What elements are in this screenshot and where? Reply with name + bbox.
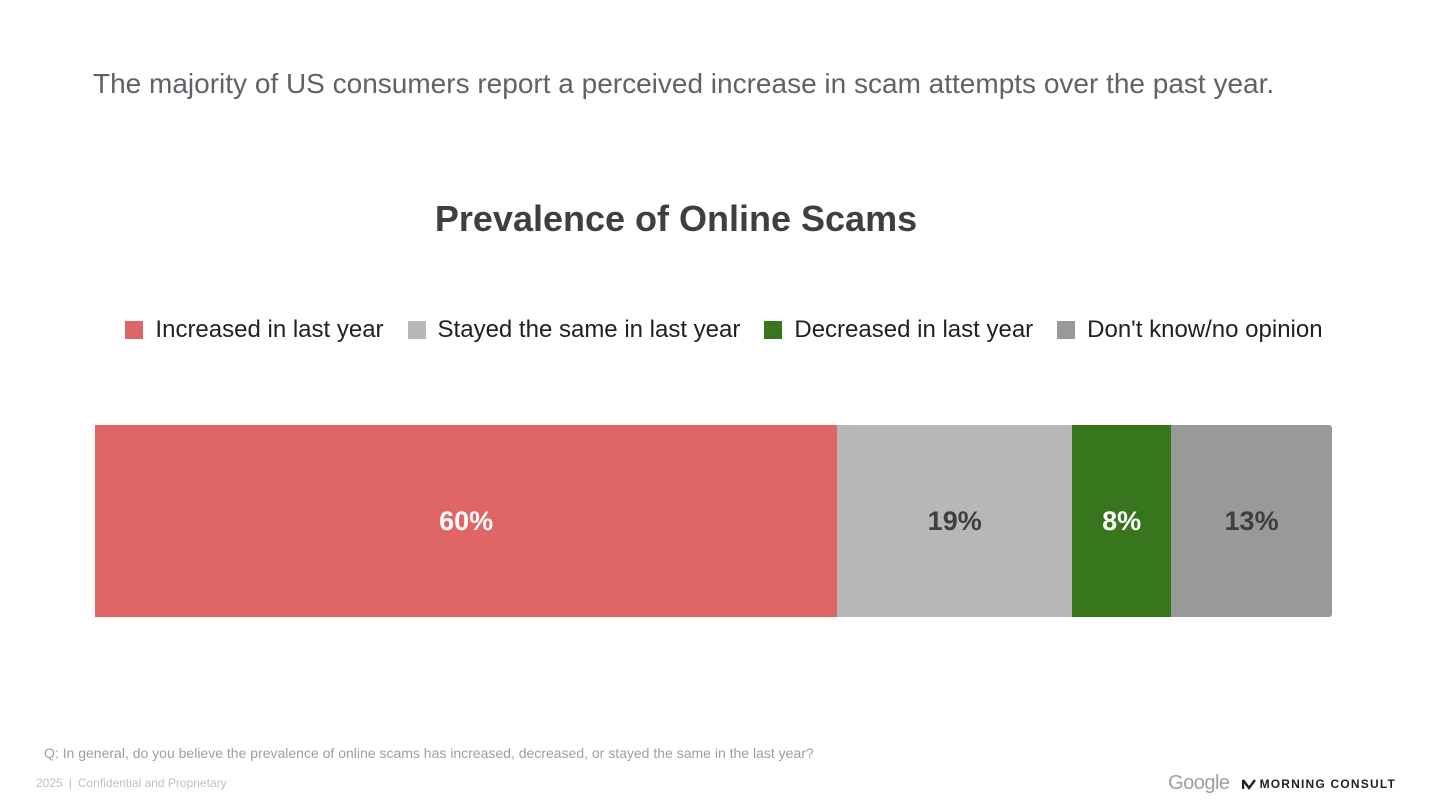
data-label-increased: 60% [439, 505, 494, 536]
survey-question: Q: In general, do you believe the preval… [44, 745, 814, 761]
google-logo: Google [1168, 772, 1230, 794]
data-label-dont-know: 13% [1224, 505, 1279, 536]
legend-label-decreased: Decreased in last year [794, 316, 1034, 343]
legend-item-same: Stayed the same in last year [407, 316, 741, 344]
footer-confidential-label: Confidential and Proprietary [77, 776, 227, 790]
legend-label-same: Stayed the same in last year [437, 316, 741, 343]
stacked-bar: 60% 19% 8% 13% [95, 425, 1332, 617]
bar-segment-decreased: 8% [1072, 425, 1172, 617]
headline: The majority of US consumers report a pe… [93, 68, 1275, 99]
footer-divider: | [68, 776, 72, 790]
bar-segment-same: 19% [837, 425, 1073, 617]
chart-title: Prevalence of Online Scams [434, 198, 918, 239]
morning-consult-wordmark: MORNING CONSULT [1259, 776, 1396, 791]
legend-item-increased: Increased in last year [125, 316, 384, 344]
legend-item-decreased: Decreased in last year [764, 316, 1033, 344]
footer-year: 2025 [36, 776, 63, 790]
legend-swatch-increased [125, 321, 144, 339]
legend-item-dont-know: Don't know/no opinion [1057, 316, 1323, 344]
footer-logos: Google MORNING CONSULT [1168, 772, 1396, 795]
legend-label-dont-know: Don't know/no opinion [1087, 316, 1323, 343]
morning-consult-mark-icon [1241, 778, 1256, 790]
data-label-decreased: 8% [1102, 505, 1142, 536]
legend-swatch-same [407, 321, 426, 339]
legend-swatch-decreased [764, 321, 783, 339]
morning-consult-logo: MORNING CONSULT [1241, 776, 1396, 791]
footer-confidential: 2025 | Confidential and Proprietary [36, 776, 227, 790]
data-label-same: 19% [927, 505, 982, 536]
legend-swatch-dont-know [1057, 321, 1076, 339]
bar-segment-increased: 60% [95, 425, 838, 617]
bar-segment-dont-know: 13% [1171, 425, 1332, 617]
chart-legend: Increased in last year Stayed the same i… [0, 316, 1438, 344]
legend-label-increased: Increased in last year [155, 316, 384, 343]
